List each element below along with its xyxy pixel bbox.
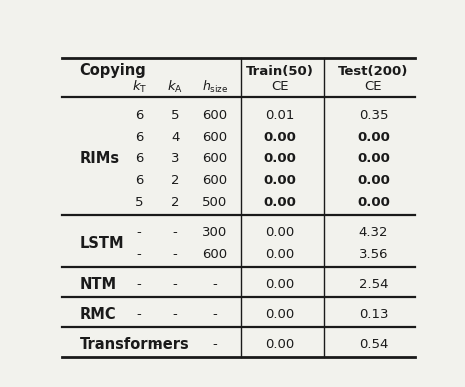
Text: 5: 5: [171, 109, 179, 122]
Text: 600: 600: [202, 248, 227, 261]
Text: 600: 600: [202, 174, 227, 187]
Text: 0.54: 0.54: [359, 338, 388, 351]
Text: Test(200): Test(200): [338, 65, 409, 78]
Text: Train(50): Train(50): [246, 65, 314, 78]
Text: 2.54: 2.54: [359, 278, 388, 291]
Text: 6: 6: [135, 152, 143, 165]
Text: 500: 500: [202, 196, 227, 209]
Text: 600: 600: [202, 109, 227, 122]
Text: 0.00: 0.00: [265, 278, 294, 291]
Text: 0.01: 0.01: [265, 109, 294, 122]
Text: LSTM: LSTM: [80, 236, 124, 251]
Text: 0.00: 0.00: [263, 131, 296, 144]
Text: -: -: [137, 248, 141, 261]
Text: Copying: Copying: [80, 63, 146, 79]
Text: -: -: [213, 308, 217, 321]
Text: CE: CE: [271, 80, 288, 93]
Text: 0.13: 0.13: [359, 308, 388, 321]
Text: -: -: [155, 338, 159, 351]
Text: -: -: [213, 278, 217, 291]
Text: $k_\mathrm{T}$: $k_\mathrm{T}$: [132, 79, 147, 95]
Text: 0.00: 0.00: [263, 152, 296, 165]
Text: $k_\mathrm{A}$: $k_\mathrm{A}$: [167, 79, 183, 95]
Text: -: -: [137, 278, 141, 291]
Text: 6: 6: [135, 174, 143, 187]
Text: -: -: [173, 308, 178, 321]
Text: -: -: [173, 226, 178, 239]
Text: -: -: [137, 226, 141, 239]
Text: 300: 300: [202, 226, 227, 239]
Text: -: -: [173, 248, 178, 261]
Text: CE: CE: [365, 80, 382, 93]
Text: 6: 6: [135, 131, 143, 144]
Text: 0.00: 0.00: [357, 196, 390, 209]
Text: 5: 5: [135, 196, 144, 209]
Text: 0.00: 0.00: [263, 174, 296, 187]
Text: 600: 600: [202, 152, 227, 165]
Text: 0.00: 0.00: [357, 174, 390, 187]
Text: -: -: [137, 308, 141, 321]
Text: 0.00: 0.00: [265, 248, 294, 261]
Text: $h_\mathrm{size}$: $h_\mathrm{size}$: [202, 79, 228, 95]
Text: 0.00: 0.00: [265, 308, 294, 321]
Text: 0.35: 0.35: [359, 109, 388, 122]
Text: RMC: RMC: [80, 307, 116, 322]
Text: 0.00: 0.00: [357, 131, 390, 144]
Text: 0.00: 0.00: [263, 196, 296, 209]
Text: 600: 600: [202, 131, 227, 144]
Text: 3: 3: [171, 152, 179, 165]
Text: Transformers: Transformers: [80, 337, 190, 352]
Text: 0.00: 0.00: [265, 338, 294, 351]
Text: RIMs: RIMs: [80, 151, 120, 166]
Text: 2: 2: [171, 196, 179, 209]
Text: -: -: [213, 338, 217, 351]
Text: 4.32: 4.32: [359, 226, 388, 239]
Text: 0.00: 0.00: [357, 152, 390, 165]
Text: 4: 4: [171, 131, 179, 144]
Text: 0.00: 0.00: [265, 226, 294, 239]
Text: 3.56: 3.56: [359, 248, 388, 261]
Text: 2: 2: [171, 174, 179, 187]
Text: NTM: NTM: [80, 277, 117, 292]
Text: 6: 6: [135, 109, 143, 122]
Text: -: -: [173, 278, 178, 291]
